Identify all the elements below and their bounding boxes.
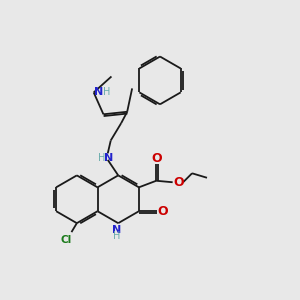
- Text: H: H: [113, 231, 121, 241]
- Text: O: O: [173, 176, 184, 189]
- Text: H: H: [98, 153, 105, 163]
- Text: N: N: [104, 153, 113, 163]
- Text: N: N: [94, 87, 104, 97]
- Text: O: O: [158, 205, 168, 218]
- Text: N: N: [112, 225, 122, 235]
- Text: Cl: Cl: [61, 236, 72, 245]
- Text: O: O: [151, 152, 161, 165]
- Text: H: H: [103, 87, 110, 97]
